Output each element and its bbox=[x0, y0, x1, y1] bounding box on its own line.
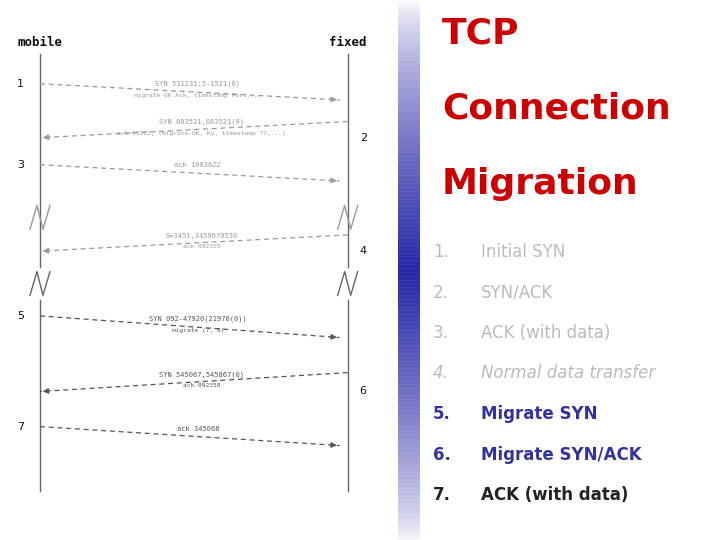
Text: 3: 3 bbox=[17, 160, 24, 170]
Text: ack 092355: ack 092355 bbox=[183, 244, 220, 249]
Text: Migrate SYN/ACK: Migrate SYN/ACK bbox=[481, 446, 642, 463]
Text: 1: 1 bbox=[17, 79, 24, 89]
Text: SYN/ACK: SYN/ACK bbox=[481, 284, 553, 301]
Text: SYN 545067,545867(0): SYN 545067,545867(0) bbox=[159, 371, 244, 378]
Text: Normal data transfer: Normal data transfer bbox=[481, 364, 655, 382]
Text: 7.: 7. bbox=[433, 486, 451, 504]
Text: migrate-OK Ack, timestamp Port,...: migrate-OK Ack, timestamp Port,... bbox=[134, 93, 261, 98]
Text: migrate (7, 8): migrate (7, 8) bbox=[171, 328, 224, 333]
Text: SYN 083521,083521(0): SYN 083521,083521(0) bbox=[159, 119, 244, 125]
Text: fixed: fixed bbox=[329, 36, 366, 49]
Text: 1.: 1. bbox=[433, 243, 449, 261]
Text: Migration: Migration bbox=[442, 167, 639, 201]
Text: S=3451,3459670530: S=3451,3459670530 bbox=[166, 233, 238, 239]
Text: TCP: TCP bbox=[442, 16, 520, 50]
Text: Migrate SYN: Migrate SYN bbox=[481, 405, 598, 423]
Text: 6.: 6. bbox=[433, 446, 451, 463]
Text: 2.: 2. bbox=[433, 284, 449, 301]
Text: ack 092358: ack 092358 bbox=[183, 383, 220, 388]
Text: SYN 531231:5-1521(0): SYN 531231:5-1521(0) bbox=[156, 81, 240, 87]
Text: ack 1083622: ack 1083622 bbox=[174, 163, 221, 168]
Text: 6: 6 bbox=[360, 387, 366, 396]
Text: mobile: mobile bbox=[17, 36, 63, 49]
Text: 3.: 3. bbox=[433, 324, 449, 342]
Text: 4.: 4. bbox=[433, 364, 449, 382]
Text: ack 345068: ack 345068 bbox=[176, 426, 219, 432]
Text: 7: 7 bbox=[17, 422, 24, 431]
Text: 5.: 5. bbox=[433, 405, 451, 423]
Text: ACK (with data): ACK (with data) bbox=[481, 324, 611, 342]
Text: ack=53322, (migrate-OK, Ky, timestamp 77,...): ack=53322, (migrate-OK, Ky, timestamp 77… bbox=[117, 131, 286, 136]
Text: ACK (with data): ACK (with data) bbox=[481, 486, 629, 504]
Text: 5: 5 bbox=[17, 311, 24, 321]
Text: 2: 2 bbox=[360, 133, 366, 143]
Text: SYN 092-47920(21970(0)): SYN 092-47920(21970(0)) bbox=[149, 316, 247, 322]
Text: 4: 4 bbox=[360, 246, 366, 256]
Text: Initial SYN: Initial SYN bbox=[481, 243, 565, 261]
Text: Connection: Connection bbox=[442, 92, 671, 126]
